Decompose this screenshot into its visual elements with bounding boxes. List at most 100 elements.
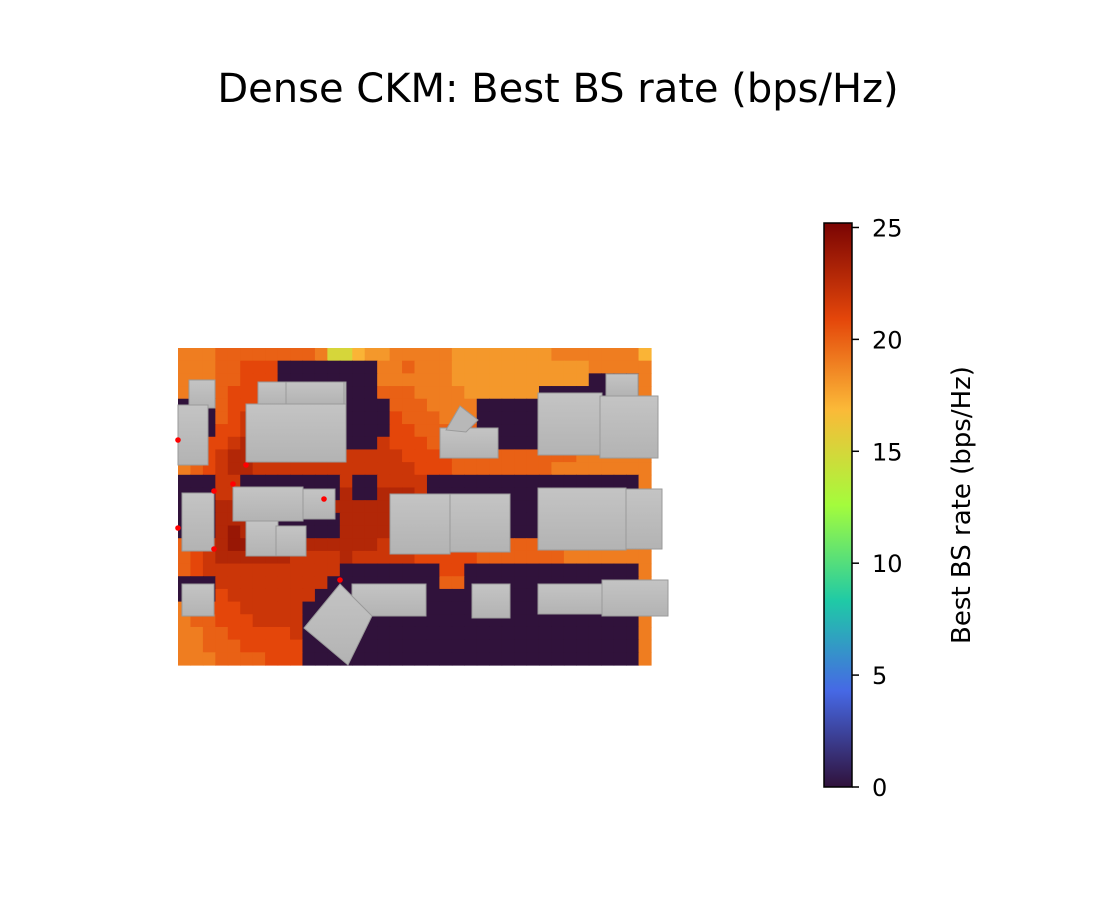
heatmap-cell (526, 652, 540, 666)
heatmap-cell (215, 436, 229, 451)
heatmap-cell (240, 360, 254, 374)
heatmap-cell (526, 424, 540, 438)
heatmap-cell (190, 563, 204, 577)
heatmap-cell (588, 462, 602, 476)
heatmap-cell (277, 462, 291, 476)
heatmap-cell (190, 639, 204, 653)
heatmap-cell (551, 563, 565, 577)
heatmap-cell (426, 360, 440, 374)
building (302, 488, 336, 520)
heatmap-cell (277, 348, 291, 362)
heatmap-cell (178, 550, 192, 565)
heatmap-cell (364, 538, 378, 552)
heatmap-cell (352, 525, 366, 539)
heatmap-cell (613, 360, 627, 374)
heatmap-cell (626, 462, 640, 476)
heatmap-cell (377, 373, 391, 387)
heatmap-cell (202, 614, 216, 628)
heatmap-cell (215, 424, 229, 438)
heatmap-cell (501, 348, 515, 362)
heatmap-cell (178, 360, 192, 374)
heatmap-cell (290, 462, 304, 476)
heatmap-cell (377, 462, 391, 476)
heatmap-cell (538, 360, 553, 374)
heatmap-cell (215, 449, 229, 463)
heatmap-cell (265, 462, 279, 476)
heatmap-cell (389, 373, 403, 387)
heatmap-cell (638, 626, 652, 641)
heatmap-cell (514, 538, 528, 552)
building (471, 583, 511, 619)
heatmap-cell (252, 348, 266, 362)
heatmap-cell (265, 614, 279, 628)
heatmap-cell (402, 614, 416, 628)
heatmap-cell (613, 614, 627, 628)
heatmap-cell (526, 386, 540, 400)
heatmap-cell (314, 360, 328, 374)
heatmap-cell (451, 550, 465, 565)
heatmap-cell (613, 652, 627, 666)
heatmap-cell (426, 601, 440, 615)
heatmap-cell (426, 449, 440, 463)
heatmap-cell (563, 614, 577, 628)
building (439, 427, 499, 459)
building (177, 404, 209, 466)
heatmap-cell (339, 512, 353, 527)
heatmap-cell (538, 474, 553, 489)
heatmap-cell (178, 348, 192, 362)
heatmap-cell (302, 601, 316, 615)
heatmap-cell (215, 614, 229, 628)
heatmap-cell (613, 462, 627, 476)
heatmap-cell (302, 462, 316, 476)
heatmap-cell (277, 474, 291, 489)
heatmap-cell (364, 386, 378, 400)
heatmap-cell (389, 386, 403, 400)
heatmap-cell (414, 563, 428, 577)
heatmap-cell (290, 626, 304, 641)
heatmap-cell (588, 348, 602, 362)
heatmap-cell (178, 373, 192, 387)
heatmap-cell (439, 576, 453, 590)
heatmap-cell (638, 360, 652, 374)
heatmap-cell (215, 626, 229, 641)
heatmap-cell (638, 462, 652, 476)
heatmap-cell (202, 474, 216, 489)
heatmap-cell (402, 639, 416, 653)
heatmap-cell (563, 563, 577, 577)
heatmap-cell (426, 411, 440, 425)
colorbar-ticks: 0 5 10 15 20 25 (852, 214, 903, 802)
heatmap-cell (190, 474, 204, 489)
heatmap-cell (426, 588, 440, 603)
heatmap-cell (227, 576, 241, 590)
heatmap-cell (227, 449, 241, 463)
heatmap-cell (526, 348, 540, 362)
heatmap-cell (476, 550, 490, 565)
heatmap-cell (178, 639, 192, 653)
heatmap-cell (302, 652, 316, 666)
heatmap-cell (215, 474, 229, 489)
heatmap-cell (364, 512, 378, 527)
heatmap-cell (464, 348, 478, 362)
heatmap-cell (426, 626, 440, 641)
heatmap-cell (227, 424, 241, 438)
heatmap-cell (414, 449, 428, 463)
heatmap-cell (439, 360, 453, 374)
heatmap-cell (339, 474, 353, 489)
colorbar-gradient (823, 222, 853, 788)
heatmap-cell (364, 360, 378, 374)
heatmap-cell (377, 626, 391, 641)
heatmap-cell (402, 411, 416, 425)
heatmap-cell (252, 360, 266, 374)
heatmap-cell (613, 474, 627, 489)
heatmap-cell (526, 398, 540, 412)
heatmap-cell (514, 563, 528, 577)
heatmap-cell (327, 550, 341, 565)
heatmap-cell (314, 652, 328, 666)
heatmap-cell (526, 436, 540, 451)
heatmap-cell (240, 474, 254, 489)
heatmap-cell (352, 360, 366, 374)
heatmap-cell (601, 348, 615, 362)
heatmap-cell (377, 360, 391, 374)
heatmap-cell (290, 360, 304, 374)
heatmap-cell (377, 563, 391, 577)
